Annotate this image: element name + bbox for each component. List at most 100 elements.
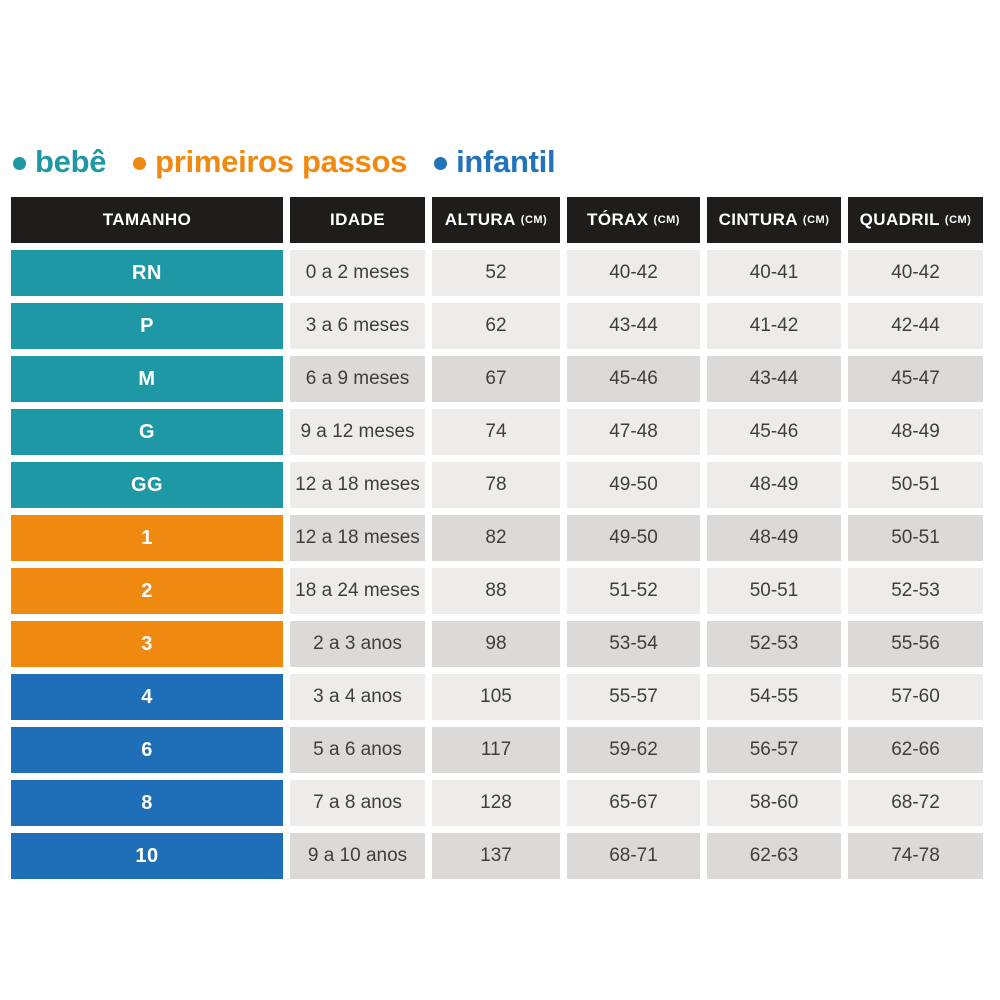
size-cell: 8 [11, 780, 283, 826]
quadril-cell: 68-72 [848, 780, 983, 826]
idade-cell: 18 a 24 meses [290, 568, 425, 614]
legend-bullet-icon [133, 157, 147, 170]
idade-cell: 9 a 12 meses [290, 409, 425, 455]
cintura-cell: 56-57 [707, 727, 841, 773]
quadril-cell: 48-49 [848, 409, 983, 455]
legend-item-infantil: infantil [434, 144, 556, 180]
size-cell: M [11, 356, 283, 402]
altura-cell: 67 [432, 356, 560, 402]
idade-cell: 5 a 6 anos [290, 727, 425, 773]
size-cell: 1 [11, 515, 283, 561]
column-header-unit: (CM) [653, 214, 680, 226]
cintura-cell: 62-63 [707, 833, 841, 879]
quadril-cell: 50-51 [848, 462, 983, 508]
column-header-tamanho: TAMANHO [11, 197, 283, 243]
size-cell: G [11, 409, 283, 455]
column-header-label: CINTURA [718, 210, 798, 229]
altura-cell: 88 [432, 568, 560, 614]
cintura-cell: 45-46 [707, 409, 841, 455]
altura-cell: 128 [432, 780, 560, 826]
column-header-label: TAMANHO [102, 210, 192, 229]
column-header-label: IDADE [330, 210, 385, 229]
cintura-cell: 48-49 [707, 515, 841, 561]
column-header-cintura: CINTURA (CM) [707, 197, 841, 243]
size-cell: 10 [11, 833, 283, 879]
torax-cell: 40-42 [567, 250, 700, 296]
altura-cell: 74 [432, 409, 560, 455]
idade-cell: 0 a 2 meses [290, 250, 425, 296]
size-cell: 6 [11, 727, 283, 773]
cintura-cell: 50-51 [707, 568, 841, 614]
legend-item-primeiros-passos: primeiros passos [133, 144, 407, 180]
column-header-label: TÓRAX [587, 210, 649, 229]
cintura-cell: 48-49 [707, 462, 841, 508]
quadril-cell: 40-42 [848, 250, 983, 296]
size-cell: P [11, 303, 283, 349]
cintura-cell: 58-60 [707, 780, 841, 826]
idade-cell: 3 a 4 anos [290, 674, 425, 720]
altura-cell: 62 [432, 303, 560, 349]
column-header-altura: ALTURA (CM) [432, 197, 560, 243]
size-cell: RN [11, 250, 283, 296]
altura-cell: 52 [432, 250, 560, 296]
quadril-cell: 45-47 [848, 356, 983, 402]
legend-label: primeiros passos [155, 144, 408, 179]
idade-cell: 6 a 9 meses [290, 356, 425, 402]
idade-cell: 2 a 3 anos [290, 621, 425, 667]
column-header-idade: IDADE [290, 197, 425, 243]
torax-cell: 43-44 [567, 303, 700, 349]
torax-cell: 51-52 [567, 568, 700, 614]
size-table: TAMANHO IDADE ALTURA (CM) TÓRAX (CM) CINTURA (C… [11, 197, 983, 879]
quadril-cell: 74-78 [848, 833, 983, 879]
torax-cell: 49-50 [567, 462, 700, 508]
legend-bullet-icon [434, 157, 448, 170]
size-cell: 2 [11, 568, 283, 614]
idade-cell: 7 a 8 anos [290, 780, 425, 826]
quadril-cell: 50-51 [848, 515, 983, 561]
quadril-cell: 62-66 [848, 727, 983, 773]
column-header-unit: (CM) [944, 214, 972, 226]
legend-bullet-icon [13, 157, 26, 170]
column-header-unit: (CM) [802, 214, 830, 226]
torax-cell: 55-57 [567, 674, 700, 720]
quadril-cell: 42-44 [848, 303, 983, 349]
torax-cell: 65-67 [567, 780, 700, 826]
torax-cell: 47-48 [567, 409, 700, 455]
quadril-cell: 57-60 [848, 674, 983, 720]
altura-cell: 82 [432, 515, 560, 561]
size-cell: GG [11, 462, 283, 508]
cintura-cell: 54-55 [707, 674, 841, 720]
torax-cell: 45-46 [567, 356, 700, 402]
legend: bebê primeiros passos infantil [13, 144, 556, 180]
legend-label: infantil [456, 144, 556, 179]
column-header-torax: TÓRAX (CM) [567, 197, 700, 243]
idade-cell: 9 a 10 anos [290, 833, 425, 879]
cintura-cell: 43-44 [707, 356, 841, 402]
torax-cell: 53-54 [567, 621, 700, 667]
altura-cell: 105 [432, 674, 560, 720]
quadril-cell: 52-53 [848, 568, 983, 614]
column-header-label: QUADRIL [859, 210, 940, 229]
cintura-cell: 40-41 [707, 250, 841, 296]
altura-cell: 137 [432, 833, 560, 879]
idade-cell: 3 a 6 meses [290, 303, 425, 349]
idade-cell: 12 a 18 meses [290, 515, 425, 561]
legend-item-bebe: bebê [13, 144, 106, 180]
size-cell: 3 [11, 621, 283, 667]
cintura-cell: 41-42 [707, 303, 841, 349]
altura-cell: 78 [432, 462, 560, 508]
torax-cell: 49-50 [567, 515, 700, 561]
torax-cell: 68-71 [567, 833, 700, 879]
torax-cell: 59-62 [567, 727, 700, 773]
column-header-label: ALTURA [444, 210, 516, 229]
idade-cell: 12 a 18 meses [290, 462, 425, 508]
column-header-quadril: QUADRIL (CM) [848, 197, 983, 243]
column-header-unit: (CM) [520, 214, 548, 226]
quadril-cell: 55-56 [848, 621, 983, 667]
legend-label: bebê [35, 144, 107, 179]
altura-cell: 98 [432, 621, 560, 667]
size-cell: 4 [11, 674, 283, 720]
cintura-cell: 52-53 [707, 621, 841, 667]
altura-cell: 117 [432, 727, 560, 773]
